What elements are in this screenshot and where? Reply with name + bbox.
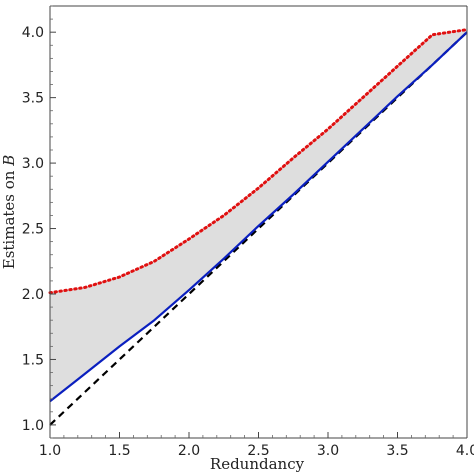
x-tick-label: 2.0 (178, 443, 200, 459)
y-tick-label: 2.0 (22, 287, 44, 303)
plot-area (48, 28, 469, 426)
x-tick-label: 4.0 (456, 443, 474, 459)
y-axis-title-symbol: B (0, 155, 18, 167)
y-tick-label: 3.0 (22, 156, 44, 172)
y-tick-label: 4.0 (22, 25, 44, 41)
x-axis-title: Redundancy (210, 455, 305, 473)
axes: 1.0 1.5 2.0 2.5 3.0 3.5 4.0 1.0 1.5 2.0 2.5 3.0 3.5 4… (22, 5, 474, 459)
y-tick-label: 1.5 (22, 352, 44, 368)
y-axis-title-text: Estimates on (0, 166, 18, 269)
y-tick-label: 3.5 (22, 91, 44, 107)
x-tick-label: 1.5 (108, 443, 130, 459)
y-axis-title: Estimates on B (0, 155, 18, 270)
x-tick-label: 1.0 (39, 443, 61, 459)
x-tick-label: 3.0 (317, 443, 339, 459)
x-tick-label: 3.5 (386, 443, 408, 459)
series-dotted-line (48, 28, 469, 295)
series-solid-line (49, 31, 468, 403)
y-tick-label: 1.0 (22, 418, 44, 434)
y-tick-label: 2.5 (22, 222, 44, 238)
shaded-region (50, 29, 467, 402)
x-tick-label: 2.5 (247, 443, 269, 459)
